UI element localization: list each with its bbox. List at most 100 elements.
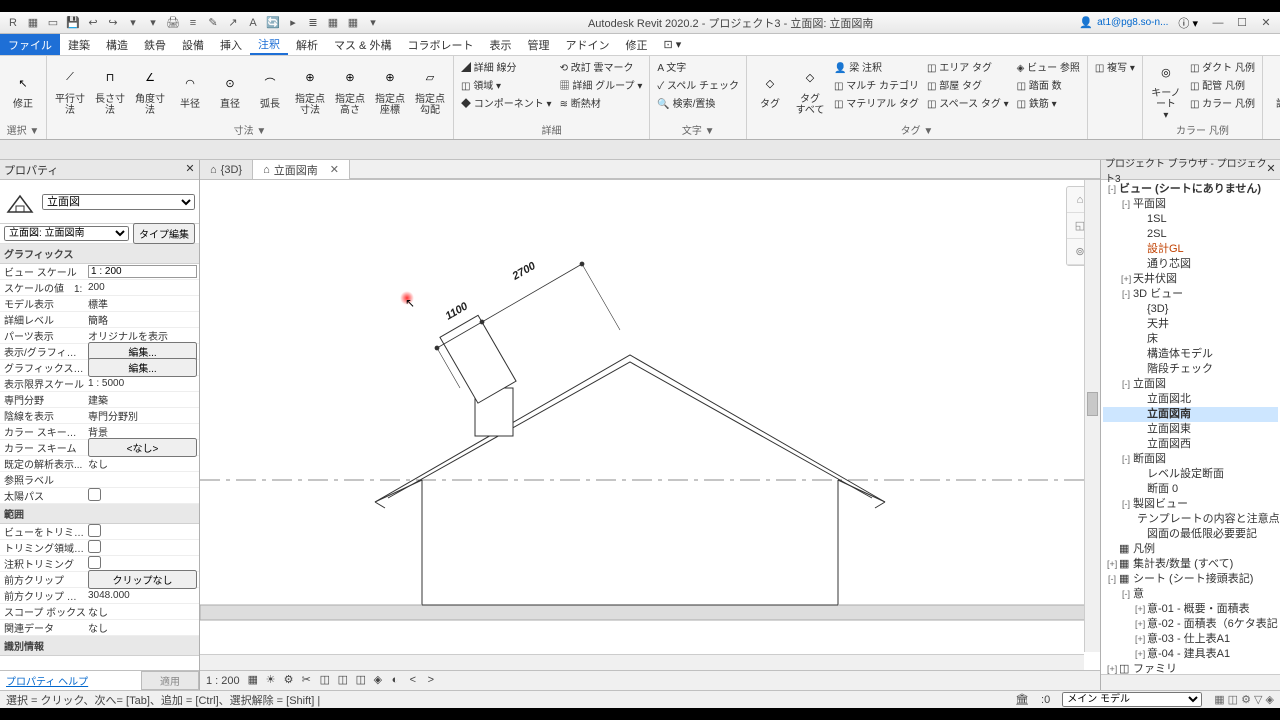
ribbon-button[interactable]: ⊕指定点寸法 xyxy=(291,58,329,121)
close-button[interactable]: ✕ xyxy=(1256,15,1276,31)
properties-help-link[interactable]: プロパティ ヘルプ xyxy=(0,673,94,688)
viewbar-icon[interactable]: ☀ xyxy=(266,673,280,687)
tree-item[interactable]: [+]意-04 - 建具表A1 xyxy=(1103,647,1278,662)
qat-button-17[interactable]: ▦ xyxy=(344,14,362,32)
ribbon-tab[interactable]: 修正 xyxy=(617,34,655,55)
scale-label[interactable]: 1 : 200 xyxy=(206,675,240,687)
tree-item[interactable]: [-]▦シート (シート接頭表記) xyxy=(1103,572,1278,587)
ribbon-button[interactable]: ◫ 部屋 タグ xyxy=(924,76,1012,93)
property-row[interactable]: 前方クリップ オフセ...3048.000 xyxy=(0,588,199,604)
ribbon-button[interactable]: ▦ 詳細 グループ ▾ xyxy=(557,76,646,93)
minimize-button[interactable]: — xyxy=(1208,15,1228,31)
qat-button-10[interactable]: ✎ xyxy=(204,14,222,32)
qat-button-12[interactable]: A xyxy=(244,14,262,32)
property-row[interactable]: 前方クリップクリップなし xyxy=(0,572,199,588)
ribbon-button[interactable]: ◫ 領域 ▾ xyxy=(458,76,555,93)
ribbon-tab[interactable]: コラボレート xyxy=(399,34,481,55)
tree-item[interactable]: [-]製図ビュー xyxy=(1103,497,1278,512)
ribbon-button[interactable]: ⊙直径 xyxy=(211,58,249,121)
viewbar-icon[interactable]: ⚙ xyxy=(284,673,298,687)
tree-item[interactable]: [+]意-03 - 仕上表A1 xyxy=(1103,632,1278,647)
tree-item[interactable]: 通り芯図 xyxy=(1103,257,1278,272)
ribbon-tab[interactable]: 設備 xyxy=(174,34,212,55)
tree-item[interactable]: [+]◫ファミリ xyxy=(1103,662,1278,674)
browser-tree[interactable]: [-]ビュー (シートにありません)[-]平面図1SL2SL設計GL通り芯図[+… xyxy=(1101,180,1280,674)
qat-button-11[interactable]: ↗ xyxy=(224,14,242,32)
tree-item[interactable]: 立面図北 xyxy=(1103,392,1278,407)
tree-item[interactable]: 立面図東 xyxy=(1103,422,1278,437)
workset-selector[interactable]: メイン モデル xyxy=(1062,692,1202,707)
instance-selector[interactable]: 立面図: 立面図南 xyxy=(4,226,129,241)
ribbon-button[interactable]: ◫ カラー 凡例 xyxy=(1187,94,1258,111)
ribbon-button[interactable]: ⊓長さ寸法 xyxy=(91,58,129,121)
ribbon-button[interactable]: ◫ 踏面 数 xyxy=(1014,76,1083,93)
ribbon-button[interactable]: ◫ 鉄筋 ▾ xyxy=(1014,94,1083,111)
type-selector[interactable]: 立面図 xyxy=(42,194,195,210)
property-row[interactable]: 既定の解析表示...なし xyxy=(0,456,199,472)
viewbar-icon[interactable]: ◫ xyxy=(320,673,334,687)
status-icon[interactable]: 🏛 xyxy=(1015,693,1029,706)
ribbon-button[interactable]: ◢ 詳細 線分 xyxy=(458,58,555,75)
tree-item[interactable]: 設計GL xyxy=(1103,242,1278,257)
close-tab-icon[interactable]: ✕ xyxy=(330,163,339,176)
qat-button-0[interactable]: R xyxy=(4,14,22,32)
maximize-button[interactable]: ☐ xyxy=(1232,15,1252,31)
property-row[interactable]: 専門分野建築 xyxy=(0,392,199,408)
help-icon[interactable]: ⓘ ▾ xyxy=(1178,15,1198,31)
drawing-canvas[interactable]: 1100 2700 ↖ ⌂ xyxy=(200,180,1100,670)
ribbon-button[interactable]: ◫ ダクト 凡例 xyxy=(1187,58,1258,75)
ribbon-tab[interactable]: 挿入 xyxy=(212,34,250,55)
tree-item[interactable]: 床 xyxy=(1103,332,1278,347)
tree-item[interactable]: [+]▦集計表/数量 (すべて) xyxy=(1103,557,1278,572)
tree-item[interactable]: [+]天井伏図 xyxy=(1103,272,1278,287)
tree-item[interactable]: テンプレートの内容と注意点 xyxy=(1103,512,1278,527)
properties-close-icon[interactable]: ✕ xyxy=(183,162,197,176)
user-label[interactable]: at1@pg8.so-n... xyxy=(1097,17,1168,28)
qat-button-18[interactable]: ▾ xyxy=(364,14,382,32)
qat-button-9[interactable]: ≡ xyxy=(184,14,202,32)
ribbon-tab[interactable]: 表示 xyxy=(481,34,519,55)
viewbar-icon[interactable]: ◈ xyxy=(374,673,388,687)
ribbon-expand[interactable]: ⊡ ▾ xyxy=(655,34,689,55)
ribbon-button[interactable]: ⟋平行寸法 xyxy=(51,58,89,121)
view-tab[interactable]: ⌂{3D} xyxy=(200,160,253,179)
tree-item[interactable]: 天井 xyxy=(1103,317,1278,332)
ribbon-button[interactable]: ▱指定点勾配 xyxy=(411,58,449,121)
ribbon-button[interactable]: ⊕指定点座標 xyxy=(371,58,409,121)
property-row[interactable]: スケールの値 1:200 xyxy=(0,280,199,296)
qat-button-2[interactable]: ▭ xyxy=(44,14,62,32)
qat-button-6[interactable]: ▾ xyxy=(124,14,142,32)
ribbon-button[interactable]: ◫ スペース タグ ▾ xyxy=(924,94,1012,111)
qat-button-1[interactable]: ▦ xyxy=(24,14,42,32)
property-row[interactable]: ビュー スケール xyxy=(0,264,199,280)
ribbon-button[interactable]: ⊕指定点高さ xyxy=(331,58,369,121)
tree-item[interactable]: 立面図南 xyxy=(1103,407,1278,422)
qat-button-5[interactable]: ↪ xyxy=(104,14,122,32)
ribbon-button[interactable]: ≋ 断熱材 xyxy=(557,94,646,111)
property-row[interactable]: カラー スキーム<なし> xyxy=(0,440,199,456)
ribbon-tab[interactable]: アドイン xyxy=(557,34,617,55)
h-scrollbar[interactable] xyxy=(200,654,1084,670)
property-row[interactable]: 詳細レベル簡略 xyxy=(0,312,199,328)
browser-h-scrollbar[interactable] xyxy=(1101,674,1280,690)
ribbon-button[interactable]: ◫ マテリアル タグ xyxy=(831,94,922,111)
ribbon-button[interactable]: ◫ 複写 ▾ xyxy=(1092,58,1138,75)
tree-item[interactable]: 階段チェック xyxy=(1103,362,1278,377)
property-row[interactable]: モデル表示標準 xyxy=(0,296,199,312)
status-icons[interactable]: ▦ ◫ ⚙ ▽ ◈ xyxy=(1214,693,1274,706)
tree-item[interactable]: ▦凡例 xyxy=(1103,542,1278,557)
tree-item[interactable]: [-]意 xyxy=(1103,587,1278,602)
tree-item[interactable]: 図面の最低限必要要記 xyxy=(1103,527,1278,542)
qat-button-4[interactable]: ↩ xyxy=(84,14,102,32)
ribbon-button[interactable]: ✓ スペル チェック xyxy=(654,76,742,93)
property-row[interactable]: トリミング領域を... xyxy=(0,540,199,556)
ribbon-button[interactable]: ↖修正 xyxy=(4,58,42,121)
qat-button-13[interactable]: 🔄 xyxy=(264,14,282,32)
viewbar-icon[interactable]: > xyxy=(428,674,442,688)
user-icon[interactable]: 👤 xyxy=(1079,16,1093,29)
tree-item[interactable]: 2SL xyxy=(1103,227,1278,242)
ribbon-button[interactable]: 🔍 検索/置換 xyxy=(654,94,742,111)
tree-item[interactable]: レベル設定断面 xyxy=(1103,467,1278,482)
viewbar-icon[interactable]: ◫ xyxy=(356,673,370,687)
tree-item[interactable]: 構造体モデル xyxy=(1103,347,1278,362)
